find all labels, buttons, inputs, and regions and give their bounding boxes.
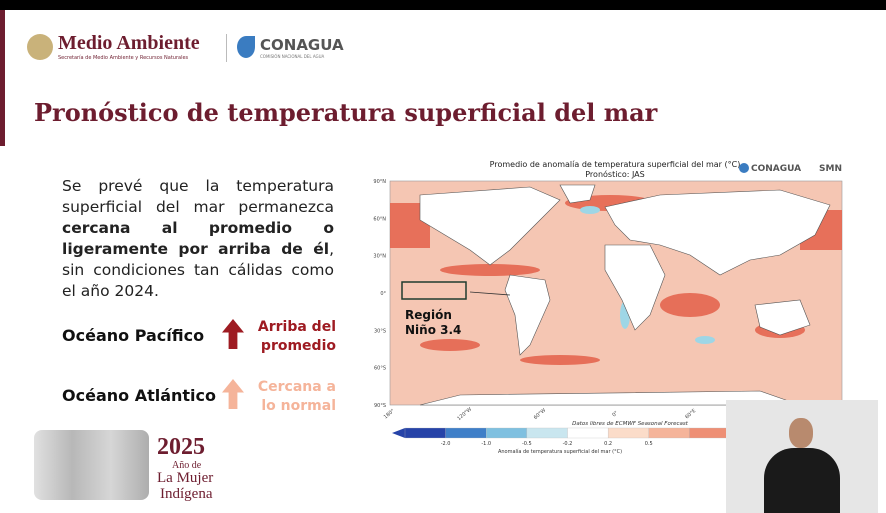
colorbar-tick: 0.5: [645, 441, 653, 447]
lon-label: 0°: [611, 410, 620, 419]
lat-label: 30°S: [374, 328, 386, 334]
body: [764, 448, 840, 513]
emblem: [27, 34, 53, 60]
lon-labels: 180°120°W60°W0°60°E120°E: [383, 406, 774, 422]
lat-label: 90°N: [373, 179, 386, 185]
women-illustration: [34, 430, 149, 500]
map-source: Datos libres de ECMWF Seasonal Forecast: [572, 421, 689, 427]
paragraph-segment: Se prevé que la temperatura superficial …: [62, 177, 334, 216]
colorbar-segment: [567, 427, 609, 439]
sst-map: Promedio de anomalía de temperatura supe…: [373, 160, 843, 455]
colorbar-tick: -0.5: [522, 441, 532, 447]
trend-arrow: [222, 319, 244, 349]
colorbar-tick: -0.2: [563, 441, 573, 447]
lat-label: 60°N: [373, 216, 386, 222]
colorbar-segment: [445, 427, 487, 439]
lon-label: 180°: [383, 408, 396, 421]
colorbar-segment: [486, 427, 528, 439]
lat-label: 60°S: [374, 366, 386, 372]
divider: [226, 34, 227, 62]
ocean-status: Arriba del promedio: [257, 319, 336, 354]
lon-label: 120°W: [456, 406, 473, 422]
colorbar-label: Anomalía de temperatura superficial del …: [498, 448, 622, 455]
paragraph: Se prevé que la temperatura superficial …: [62, 176, 334, 302]
colorbar-tick: 0.2: [604, 441, 612, 447]
colorbar-tick: -1.0: [481, 441, 491, 447]
colorbar-segment: [526, 427, 568, 439]
brand-sub: Secretaría de Medio Ambiente y Recursos …: [58, 55, 189, 61]
partner: CONAGUA: [260, 36, 344, 54]
colorbar-tick: -2.0: [441, 441, 451, 447]
partner-sub: COMISIÓN NACIONAL DEL AGUA: [260, 54, 325, 59]
colorbar-arrow: [392, 428, 405, 438]
lat-labels: 90°N 60°N 30°N 0° 30°S 60°S 90°S: [373, 179, 386, 409]
lat-label: 90°S: [374, 403, 386, 409]
top-bar: [0, 0, 886, 10]
paragraph-segment: , sin condiciones tan cálidas como el añ…: [62, 240, 334, 300]
lat-label: 30°N: [373, 254, 386, 260]
interpreter-video: [726, 400, 878, 513]
footer-line2: La Mujer: [157, 470, 214, 486]
map-logo2: SMN: [819, 164, 842, 174]
head: [789, 418, 813, 448]
brand: Medio Ambiente: [58, 32, 200, 54]
logo1-icon: [739, 163, 749, 173]
region-label: Niño 3.4: [405, 323, 461, 337]
footer-line3: Indígena: [160, 486, 213, 502]
ocean-name: Océano Pacífico: [62, 326, 205, 345]
lon-label: 60°W: [533, 407, 547, 421]
nino-box: [401, 281, 467, 300]
lat-label: 0°: [380, 291, 386, 297]
ocean-name: Océano Atlántico: [62, 386, 216, 405]
side-accent: [0, 10, 5, 146]
region-label: Región: [405, 308, 452, 322]
continents: [419, 184, 831, 406]
colorbar-segment: [607, 427, 649, 439]
paragraph-segment: cercana al promedio o ligeramente por ar…: [62, 219, 334, 258]
colorbar: -2.0 -1.0 -0.5 -0.2 0.2 0.5: [404, 427, 731, 447]
map-logo1: CONAGUA: [751, 164, 801, 174]
nino-pointer: [469, 291, 511, 296]
colorbar-segment: [404, 427, 446, 439]
trend-arrow: [222, 379, 244, 409]
map-subtitle: Pronóstico: JAS: [585, 169, 644, 179]
lon-label: 60°E: [684, 408, 697, 420]
ocean-status: Cercana a lo normal: [257, 379, 336, 414]
conagua-icon: [237, 36, 255, 58]
colorbar-segment: [689, 427, 731, 439]
footer-line1: Año de: [172, 460, 202, 471]
colorbar-segment: [648, 427, 690, 439]
footer-year: 2025: [157, 434, 205, 460]
map-title: Promedio de anomalía de temperatura supe…: [490, 160, 741, 169]
slide-title: Pronóstico de temperatura superficial de…: [34, 98, 658, 127]
